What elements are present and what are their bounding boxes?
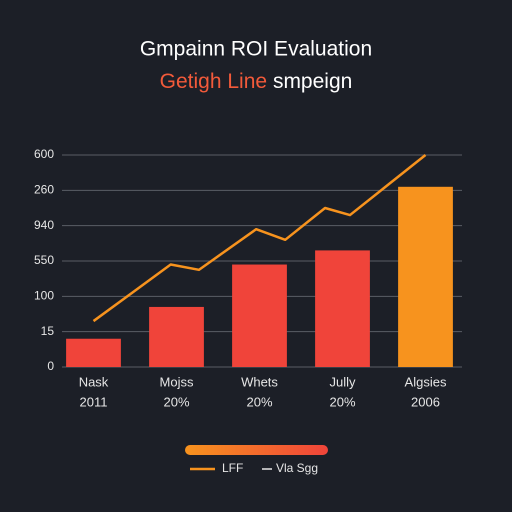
x-tick-sublabel: 20% bbox=[246, 394, 272, 409]
bar bbox=[232, 264, 287, 367]
x-tick-label: Mojss bbox=[160, 374, 194, 389]
x-tick-label: Nask bbox=[79, 374, 109, 389]
legend-gradient bbox=[185, 445, 328, 455]
x-tick-label: Algsies bbox=[405, 374, 447, 389]
subtitle-rest: smpeign bbox=[273, 70, 352, 93]
x-tick-sublabel: 2006 bbox=[411, 394, 440, 409]
bar bbox=[315, 250, 370, 367]
y-tick-label: 100 bbox=[34, 289, 54, 303]
y-tick-label: 550 bbox=[34, 253, 54, 267]
bar bbox=[398, 186, 453, 367]
chart-subtitle: Getigh Line smpeign bbox=[160, 70, 353, 93]
y-tick-label: 15 bbox=[41, 324, 55, 338]
chart-title: Gmpainn ROI Evaluation bbox=[140, 38, 372, 61]
y-tick-label: 940 bbox=[34, 218, 54, 232]
x-tick-sublabel: 20% bbox=[163, 394, 189, 409]
legend-label: Vla Sgg bbox=[276, 461, 318, 475]
legend-label: LFF bbox=[222, 461, 243, 475]
y-tick-label: 0 bbox=[47, 359, 54, 373]
bar bbox=[149, 306, 204, 367]
bar bbox=[66, 338, 121, 367]
x-tick-sublabel: 2011 bbox=[80, 394, 108, 409]
line bbox=[92, 154, 427, 323]
x-tick-label: Jully bbox=[329, 374, 356, 389]
y-tick-label: 260 bbox=[34, 183, 54, 197]
y-tick-label: 600 bbox=[34, 147, 54, 161]
x-tick-label: Whets bbox=[241, 374, 278, 389]
x-tick-sublabel: 20% bbox=[329, 394, 355, 409]
subtitle-highlight: Getigh Line bbox=[160, 70, 267, 93]
